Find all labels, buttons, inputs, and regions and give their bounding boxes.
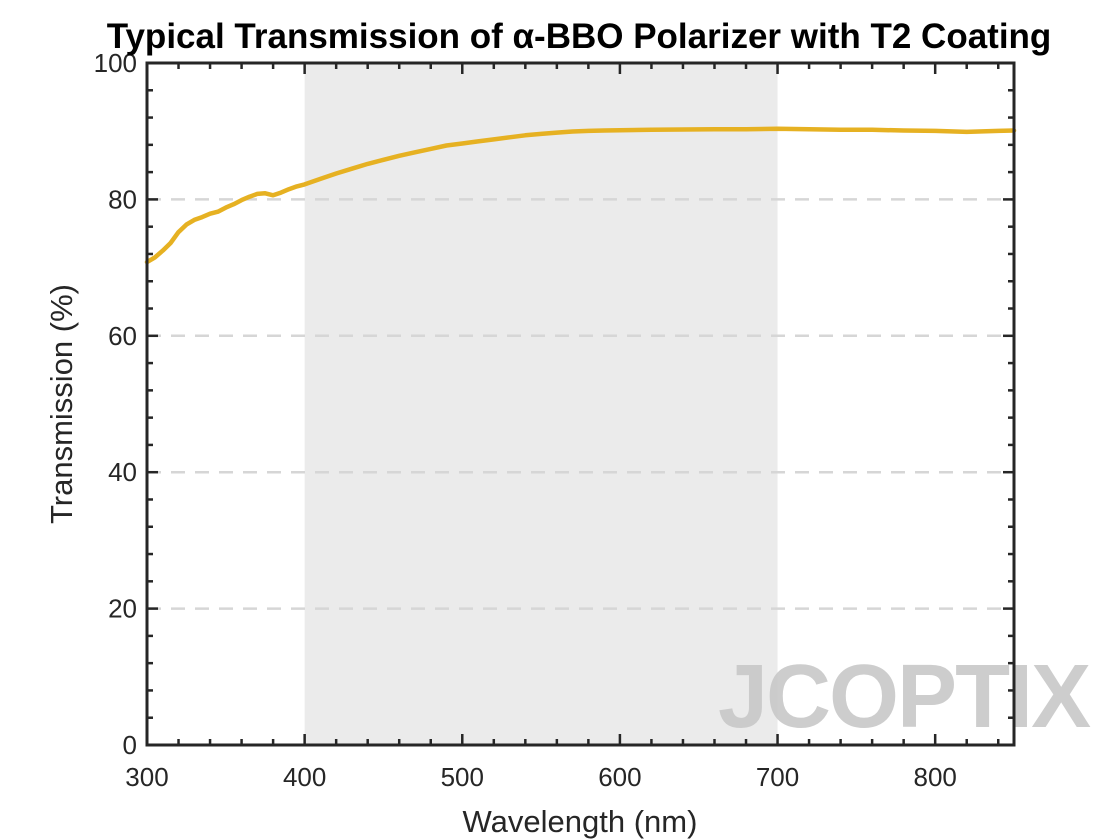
x-tick-label-300: 300 (125, 762, 168, 792)
x-tick-label-400: 400 (283, 762, 326, 792)
x-tick-label-600: 600 (598, 762, 641, 792)
watermark-text: JCOPTIX (718, 647, 1091, 747)
highlight-band (304, 63, 778, 745)
y-axis-label: Transmission (%) (44, 284, 79, 524)
x-tick-label-700: 700 (756, 762, 799, 792)
x-axis-label: Wavelength (nm) (463, 804, 698, 839)
watermark: JCOPTIX (718, 647, 1093, 747)
highlight-band-layer (304, 63, 778, 745)
axes (145, 61, 1016, 747)
grid-layer (147, 198, 1014, 610)
y-tick-label-0: 0 (123, 730, 137, 760)
series-layer (144, 126, 1017, 265)
tick-labels: 300 400 500 600 700 800 0 20 40 60 80 100 (94, 48, 957, 792)
y-tick-label-40: 40 (108, 457, 137, 487)
y-tick-label-80: 80 (108, 184, 137, 214)
y-tick-label-60: 60 (108, 321, 137, 351)
plot-frame (145, 61, 1016, 747)
chart-title: Typical Transmission of α-BBO Polarizer … (107, 17, 1052, 56)
y-tick-label-20: 20 (108, 594, 137, 624)
series-line-0 (144, 126, 1017, 265)
x-tick-label-500: 500 (441, 762, 484, 792)
y-tick-label-100: 100 (94, 48, 137, 78)
x-tick-label-800: 800 (913, 762, 956, 792)
